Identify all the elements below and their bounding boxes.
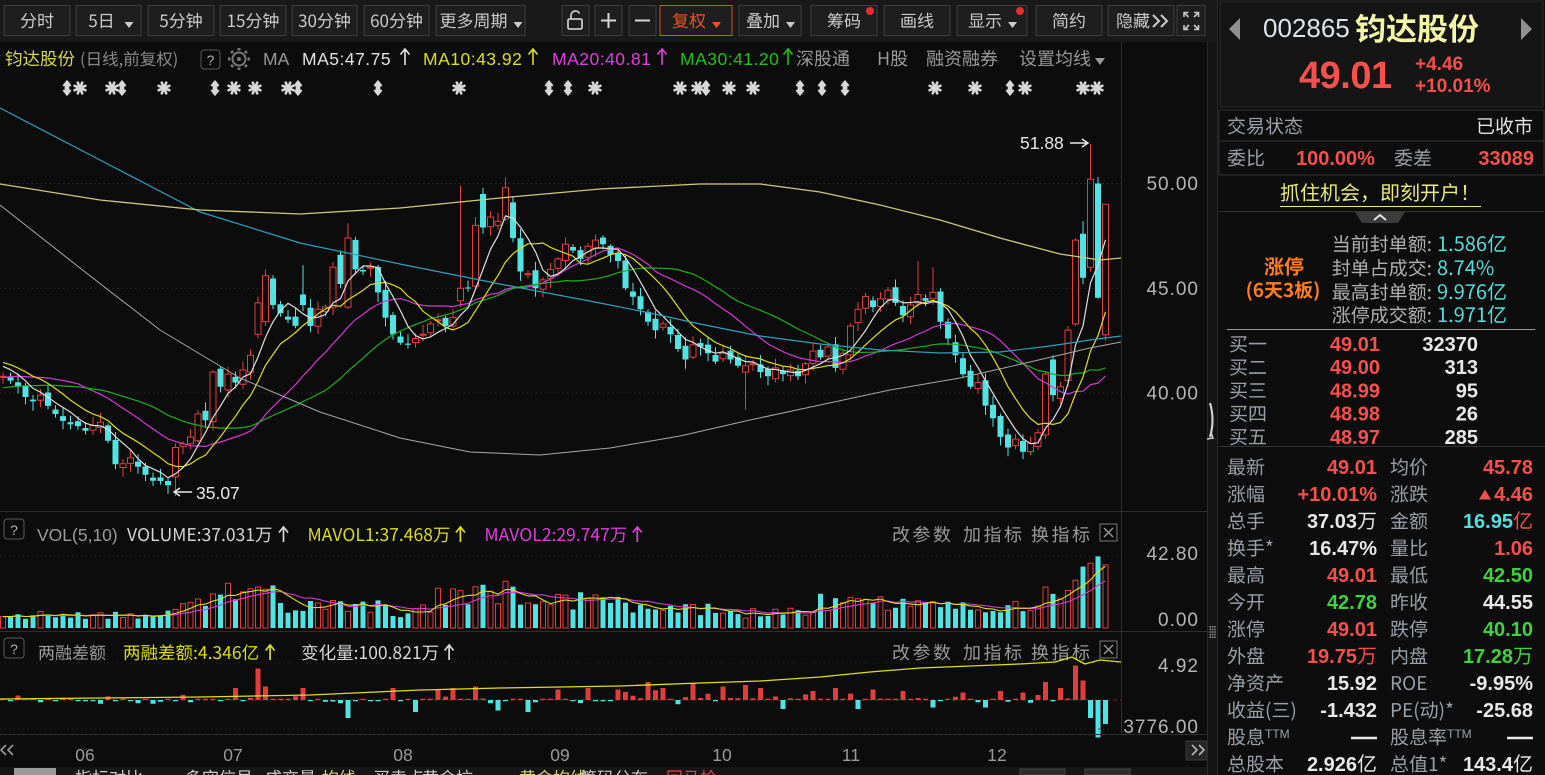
svg-text:002865: 002865 — [1263, 13, 1350, 43]
svg-text:MA5:47.75: MA5:47.75 — [302, 49, 391, 69]
svg-text:4.92: 4.92 — [1158, 656, 1199, 677]
svg-text:-25.68: -25.68 — [1476, 700, 1533, 722]
svg-text:48.98: 48.98 — [1330, 404, 1380, 426]
svg-text:48.97: 48.97 — [1330, 427, 1380, 449]
svg-text:45.78: 45.78 — [1483, 457, 1533, 479]
svg-text:49.01: 49.01 — [1327, 565, 1377, 587]
svg-text:50.00: 50.00 — [1146, 174, 1199, 195]
svg-text:49.01: 49.01 — [1327, 457, 1377, 479]
svg-text:35.07: 35.07 — [196, 483, 240, 503]
svg-text:49.01: 49.01 — [1330, 334, 1380, 356]
svg-text:44.55: 44.55 — [1483, 592, 1533, 614]
svg-text:32370: 32370 — [1422, 334, 1478, 356]
svg-text:19.75: 19.75 — [1307, 646, 1357, 668]
svg-text:-9.95%: -9.95% — [1470, 673, 1534, 695]
svg-text:33089: 33089 — [1478, 148, 1534, 170]
svg-text:143.4: 143.4 — [1463, 754, 1514, 775]
svg-text:17.28: 17.28 — [1463, 646, 1513, 668]
svg-text:42.80: 42.80 — [1146, 544, 1199, 565]
svg-text:?: ? — [207, 52, 215, 68]
svg-text:16.47%: 16.47% — [1309, 538, 1377, 560]
svg-text:285: 285 — [1445, 427, 1478, 449]
svg-text:TTM: TTM — [1447, 727, 1472, 741]
svg-text:16.95: 16.95 — [1463, 511, 1513, 533]
svg-text:42.78: 42.78 — [1327, 592, 1377, 614]
svg-text:48.99: 48.99 — [1330, 380, 1380, 402]
svg-text:?: ? — [10, 522, 18, 538]
svg-text:+10.01%: +10.01% — [1297, 484, 1377, 506]
svg-text:40.10: 40.10 — [1483, 619, 1533, 641]
svg-text:06: 06 — [75, 745, 94, 765]
svg-text:4.46: 4.46 — [1494, 484, 1533, 506]
svg-text:TTM: TTM — [1265, 727, 1290, 741]
svg-text:49.00: 49.00 — [1330, 357, 1380, 379]
svg-text:MA20:40.81: MA20:40.81 — [552, 49, 651, 69]
svg-text:?: ? — [10, 641, 18, 657]
svg-text:40.00: 40.00 — [1146, 384, 1199, 405]
svg-text:95: 95 — [1456, 380, 1478, 402]
svg-text:42.50: 42.50 — [1483, 565, 1533, 587]
svg-text:09: 09 — [550, 745, 569, 765]
svg-text:08: 08 — [393, 745, 412, 765]
svg-text:07: 07 — [223, 745, 242, 765]
svg-text:1.06: 1.06 — [1494, 538, 1533, 560]
svg-text:37.03: 37.03 — [1307, 511, 1357, 533]
svg-text:51.88: 51.88 — [1020, 133, 1064, 153]
svg-text:313: 313 — [1445, 357, 1478, 379]
svg-text:0.00: 0.00 — [1158, 610, 1199, 631]
svg-text:VOL(5,10): VOL(5,10) — [37, 525, 118, 545]
svg-text:15.92: 15.92 — [1327, 673, 1377, 695]
svg-text:MA: MA — [263, 49, 290, 69]
svg-text:-1.432: -1.432 — [1320, 700, 1377, 722]
svg-text:49.01: 49.01 — [1327, 619, 1377, 641]
svg-text:+4.46: +4.46 — [1415, 54, 1463, 75]
svg-text:3776.00: 3776.00 — [1123, 717, 1199, 738]
svg-text:10: 10 — [712, 745, 732, 765]
svg-text:2.926: 2.926 — [1307, 754, 1357, 775]
svg-text:100.00%: 100.00% — [1296, 148, 1375, 170]
svg-text:12: 12 — [987, 745, 1006, 765]
svg-text:MA30:41.20: MA30:41.20 — [680, 49, 779, 69]
svg-text:45.00: 45.00 — [1146, 279, 1199, 300]
svg-text:MA10:43.92: MA10:43.92 — [423, 49, 522, 69]
svg-text:49.01: 49.01 — [1299, 55, 1392, 97]
svg-text:26: 26 — [1456, 404, 1478, 426]
svg-text:11: 11 — [842, 745, 860, 765]
svg-text:+10.01%: +10.01% — [1415, 76, 1491, 97]
